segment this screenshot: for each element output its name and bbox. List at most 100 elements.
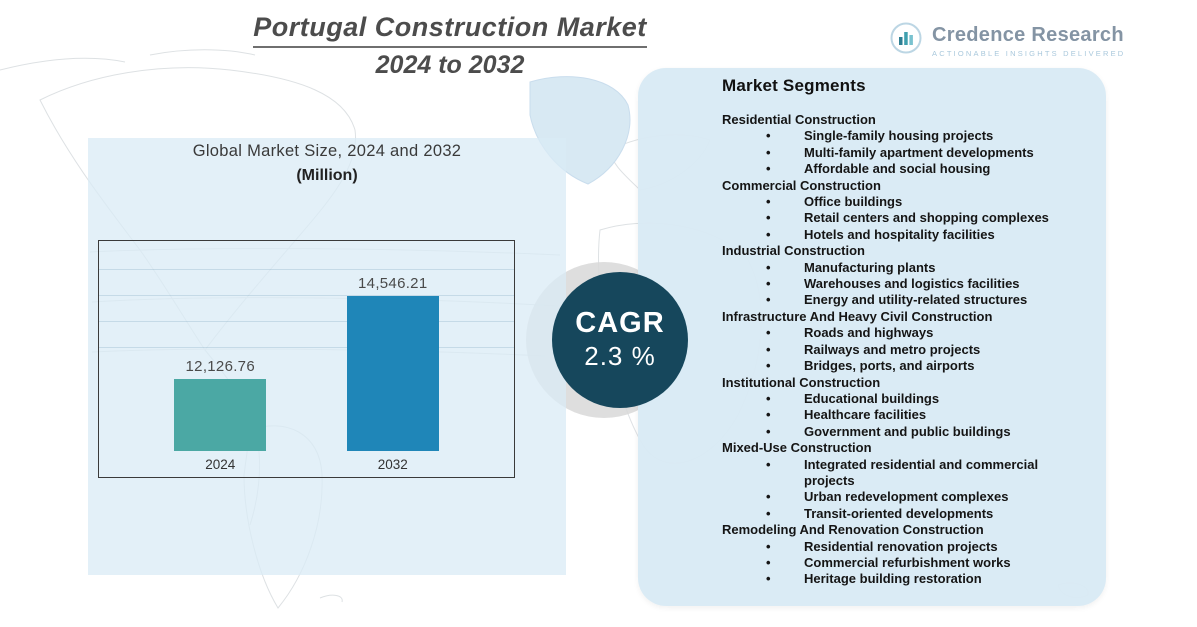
bullet-icon: •: [766, 292, 771, 308]
title-line-2: 2024 to 2032: [375, 51, 525, 79]
segment-item: • Warehouses and logistics facilities: [766, 276, 1088, 292]
bullet-icon: •: [766, 489, 771, 505]
bar-value-label: 14,546.21: [358, 275, 428, 292]
segment-item-label: Railways and metro projects: [804, 341, 981, 357]
bullet-icon: •: [766, 407, 771, 423]
segment-item-label: Urban redevelopment complexes: [804, 489, 1009, 505]
segment-item-label: Transit-oriented developments: [804, 505, 994, 521]
segment-item: • Affordable and social housing: [766, 161, 1088, 177]
gridline: [99, 295, 514, 296]
segment-item: • Multi-family apartment developments: [766, 145, 1088, 161]
bullet-icon: •: [766, 259, 771, 275]
page-title: Portugal Construction Market 2024 to 203…: [150, 12, 750, 80]
logo-tagline: Actionable Insights Delivered: [932, 48, 1126, 58]
segments-heading: Market Segments: [722, 76, 866, 95]
bar-column: 14,546.21 2032: [346, 275, 439, 477]
bar-value-label: 12,126.76: [185, 358, 255, 375]
segment-group-name: Institutional Construction: [722, 374, 881, 390]
bullet-icon: •: [766, 571, 771, 587]
segment-item: • Retail centers and shopping complexes: [766, 210, 1088, 226]
market-segments-panel: Market Segments Residential Construction…: [638, 68, 1106, 606]
chart-unit-label: (Million): [296, 167, 358, 184]
segment-item: • Government and public buildings: [766, 424, 1088, 440]
segment-item: • Office buildings: [766, 194, 1088, 210]
segment-item: • Commercial refurbishment works: [766, 555, 1088, 571]
bullet-icon: •: [766, 358, 771, 374]
segment-group-name: Commercial Construction: [722, 177, 881, 193]
segment-item: • Educational buildings: [766, 391, 1088, 407]
bar-category-label: 2032: [377, 456, 408, 472]
bar-column: 12,126.76 2024: [174, 358, 267, 477]
bullet-icon: •: [766, 538, 771, 554]
bullet-icon: •: [766, 161, 771, 177]
segment-item-label: Healthcare facilities: [804, 407, 927, 423]
bullet-icon: •: [766, 144, 771, 160]
segment-item: • Single-family housing projects: [766, 128, 1088, 144]
gridline: [99, 269, 514, 270]
gridline: [99, 347, 514, 348]
bullet-icon: •: [766, 325, 771, 341]
segment-item-label: Government and public buildings: [804, 423, 1011, 439]
cagr-label: CAGR: [575, 307, 665, 340]
segment-item-label: Integrated residential and commercial pr…: [804, 456, 1039, 488]
segment-item-label: Hotels and hospitality facilities: [804, 226, 995, 242]
segment-item-label: Manufacturing plants: [804, 259, 936, 275]
segment-item: • Transit-oriented developments: [766, 506, 1088, 522]
cagr-badge: CAGR 2.3 %: [552, 272, 688, 408]
segment-group-name: Mixed-Use Construction: [722, 440, 872, 456]
segment-item-label: Heritage building restoration: [804, 571, 982, 587]
segment-item: • Integrated residential and commercial p…: [766, 457, 1088, 490]
bar: [346, 296, 439, 451]
cagr-value: 2.3 %: [584, 340, 656, 371]
segment-item-label: Office buildings: [804, 194, 903, 210]
segment-item: • Manufacturing plants: [766, 260, 1088, 276]
segment-item-label: Single-family housing projects: [804, 128, 994, 144]
segment-item-label: Roads and highways: [804, 325, 934, 341]
chart-subtitle-text: Global Market Size, 2024 and 2032: [192, 142, 462, 160]
segment-item-label: Bridges, ports, and airports: [804, 358, 975, 374]
segments-list: Residential Construction • Single-family h…: [638, 112, 1088, 588]
segment-item-label: Retail centers and shopping complexes: [804, 210, 1049, 226]
segment-item: • Railways and metro projects: [766, 342, 1088, 358]
bar-plot: 12,126.76 2024 14,546.21 2032: [99, 241, 514, 477]
segment-item: • Energy and utility-related structures: [766, 292, 1088, 308]
segment-item-label: Affordable and social housing: [804, 161, 991, 177]
segment-item-label: Residential renovation projects: [804, 538, 998, 554]
bullet-icon: •: [766, 554, 771, 570]
segment-item: • Residential renovation projects: [766, 539, 1088, 555]
bullet-icon: •: [766, 341, 771, 357]
segment-item: • Urban redevelopment complexes: [766, 489, 1088, 505]
bullet-icon: •: [766, 423, 771, 439]
segment-item-label: Multi-family apartment developments: [804, 144, 1034, 160]
bullet-icon: •: [766, 505, 771, 521]
bar: [174, 379, 267, 451]
gridline: [99, 321, 514, 322]
segment-group-name: Infrastructure And Heavy Civil Construct…: [722, 308, 993, 324]
credence-research-logo: Credence Research Actionable Insights De…: [888, 20, 1125, 61]
segment-item: • Heritage building restoration: [766, 571, 1088, 587]
bar-chart: 12,126.76 2024 14,546.21 2032: [98, 240, 515, 478]
bullet-icon: •: [766, 226, 771, 242]
segment-group-name: Industrial Construction: [722, 243, 865, 259]
bullet-icon: •: [766, 194, 771, 210]
logo-bars-icon: [888, 20, 924, 61]
segment-item-label: Warehouses and logistics facilities: [804, 276, 1020, 292]
market-size-panel: [88, 138, 566, 575]
segment-item: • Bridges, ports, and airports: [766, 358, 1088, 374]
title-line-1: Portugal Construction Market: [253, 12, 647, 48]
segment-group-name: Remodeling And Renovation Construction: [722, 522, 984, 538]
bullet-icon: •: [766, 128, 771, 144]
chart-subtitle: Global Market Size, 2024 and 2032 (Milli…: [88, 142, 566, 185]
bullet-icon: •: [766, 210, 771, 226]
segment-item-label: Educational buildings: [804, 390, 940, 406]
segment-item-label: Commercial refurbishment works: [804, 554, 1011, 570]
bullet-icon: •: [766, 390, 771, 406]
logo-name: Credence Research: [932, 23, 1124, 46]
segment-item: • Roads and highways: [766, 325, 1088, 341]
logo-text: Credence Research Actionable Insights De…: [932, 24, 1125, 58]
segment-item: • Healthcare facilities: [766, 407, 1088, 423]
bullet-icon: •: [766, 456, 771, 472]
segment-item: • Hotels and hospitality facilities: [766, 227, 1088, 243]
bar-category-label: 2024: [205, 456, 236, 472]
segment-item-label: Energy and utility-related structures: [804, 292, 1028, 308]
